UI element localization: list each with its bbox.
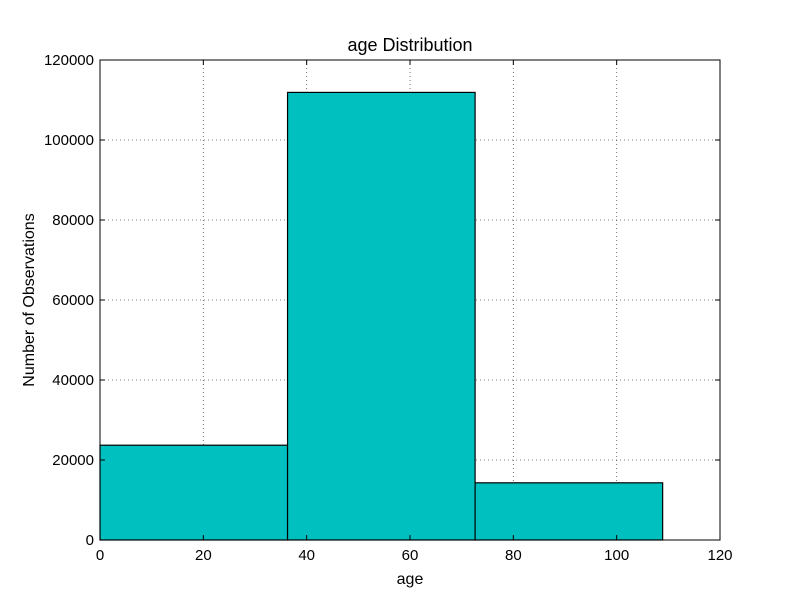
x-tick-label: 40 [298, 547, 315, 564]
histogram-bar-1 [99, 444, 289, 541]
histogram-bar-2 [286, 91, 476, 541]
x-tick-label: 0 [96, 547, 104, 564]
x-tick-label: 80 [505, 547, 522, 564]
y-tick-label: 80000 [52, 212, 94, 229]
y-tick-label: 120000 [44, 52, 94, 69]
y-axis-label: Number of Observations [21, 213, 38, 386]
y-tick-label: 40000 [52, 372, 94, 389]
y-tick-label: 20000 [52, 452, 94, 469]
y-tick-label: 0 [86, 532, 94, 549]
y-tick-label: 100000 [44, 132, 94, 149]
y-tick-label: 60000 [52, 292, 94, 309]
bars-layer [99, 91, 664, 541]
x-axis-label: age [397, 571, 424, 588]
x-tick-label: 60 [402, 547, 419, 564]
ticks-layer: 0 20 40 60 80 100 120 0 20000 40000 60000 80000 1000… [44, 52, 733, 564]
x-tick-label: 100 [604, 547, 629, 564]
histogram-bar-3 [474, 482, 664, 541]
x-tick-label: 20 [195, 547, 212, 564]
x-tick-label: 120 [707, 547, 732, 564]
chart-title: age Distribution [347, 35, 472, 55]
